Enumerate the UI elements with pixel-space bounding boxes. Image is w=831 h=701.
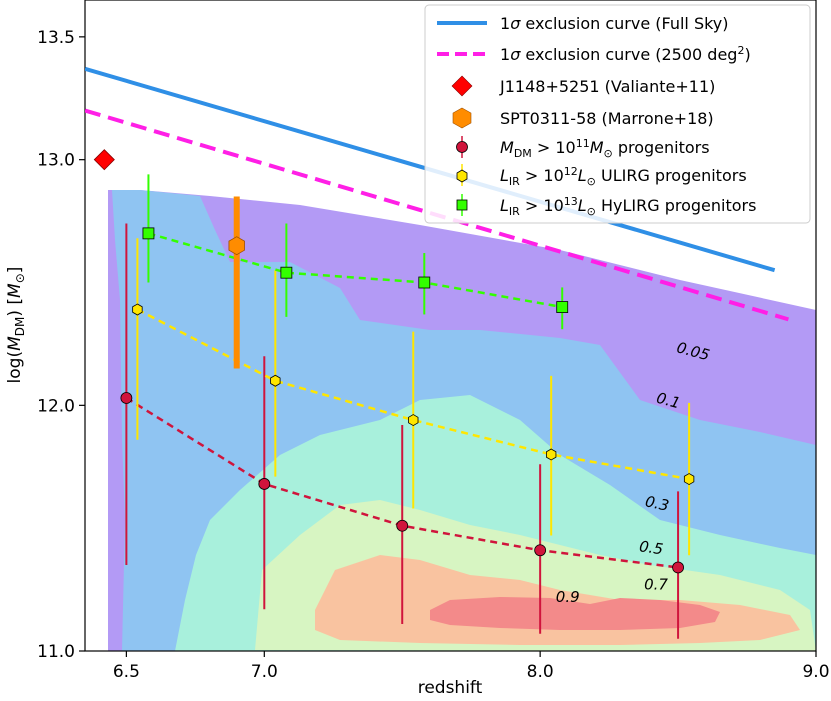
legend-swatch-spt (452, 107, 472, 129)
legend-label-j1148: J1148+5251 (Valiante+11) (499, 77, 715, 96)
legend-label-mdm: MDM > 1011M⊙ progenitors (500, 137, 710, 160)
y-tick-label: 13.5 (37, 28, 75, 48)
contour-label: 0.3 (644, 492, 671, 515)
x-axis-label: redshift (418, 678, 483, 698)
series-lir12 (132, 238, 695, 556)
data-point (546, 448, 557, 461)
legend-label-lir13: LIR > 1013L⊙ HyLIRG progenitors (500, 195, 756, 218)
x-tick-label: 8.0 (527, 662, 554, 682)
data-point (418, 276, 431, 289)
series-lir13 (142, 174, 569, 330)
series-connector-lir13 (148, 232, 563, 309)
x-tick-label: 6.5 (113, 662, 140, 682)
data-point (556, 301, 569, 313)
contour-labels: 0.050.10.30.50.70.9 (556, 338, 712, 606)
data-point (258, 478, 271, 490)
data-point (672, 561, 684, 574)
axes: 6.5 7.0 8.0 9.0 11.0 12.0 13.0 13.5 (37, 28, 829, 682)
legend: 1σ exclusion curve (Full Sky) 1σ exclusi… (424, 4, 811, 224)
series-mdm (120, 223, 684, 639)
data-point (534, 544, 547, 557)
data-point (270, 374, 281, 387)
legend-label-2500: 1σ exclusion curve (2500 deg2) (500, 44, 751, 64)
data-point (280, 266, 293, 279)
y-axis-label: log(MDM) [M⊙] (5, 267, 27, 384)
legend-label-spt: SPT0311-58 (Marrone+18) (500, 109, 714, 128)
legend-label-full-sky: 1σ exclusion curve (Full Sky) (500, 14, 729, 33)
x-tick-label: 7.0 (251, 662, 278, 682)
plot-frame (84, 0, 817, 652)
series-spt (228, 196, 245, 369)
data-point (120, 392, 133, 404)
legend-box (424, 4, 811, 224)
data-point (142, 227, 155, 240)
y-tick-label: 13.0 (37, 151, 75, 171)
data-point (396, 519, 409, 532)
y-tick-label: 11.0 (37, 642, 75, 662)
y-tick-label: 12.0 (37, 396, 75, 416)
contour-label: 0.9 (556, 588, 580, 606)
contour-region-0.9 (430, 597, 720, 630)
contour-label: 0.7 (644, 576, 668, 594)
progenitor-series (93, 149, 695, 639)
data-point (408, 414, 419, 427)
legend-swatch-lir13 (456, 199, 468, 211)
data-point (683, 473, 695, 485)
legend-swatch-mdm (456, 141, 468, 153)
legend-label-lir12: LIR > 1012L⊙ ULIRG progenitors (500, 165, 747, 188)
data-point (228, 236, 245, 256)
legend-swatch-j1148 (451, 75, 473, 97)
contour-label: 0.1 (654, 389, 682, 413)
x-tick-label: 9.0 (802, 662, 829, 682)
data-point (132, 303, 143, 316)
contour-label: 0.5 (638, 537, 664, 558)
data-point-j1148 (93, 149, 115, 171)
legend-swatch-lir12 (456, 169, 468, 183)
contour-regions (108, 190, 816, 651)
